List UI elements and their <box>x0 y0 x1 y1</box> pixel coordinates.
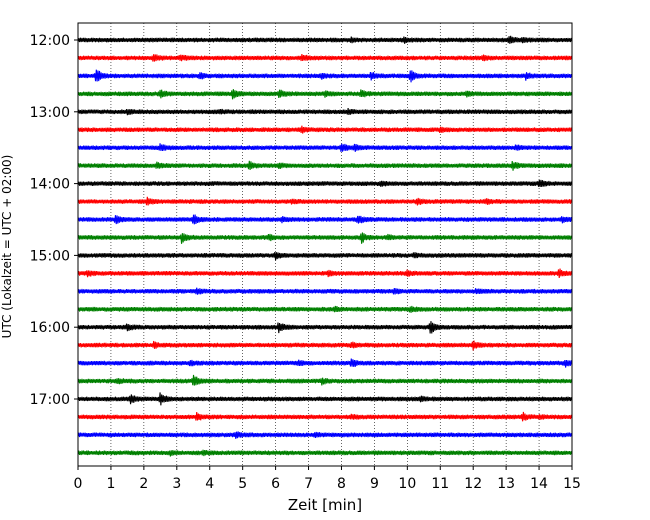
x-tick-label: 13 <box>497 476 515 492</box>
x-tick-label: 12 <box>464 476 482 492</box>
seismic-trace-1330 <box>77 143 573 152</box>
x-gridlines <box>110 23 540 466</box>
seismic-trace-1615 <box>77 340 573 351</box>
x-tick-label: 8 <box>337 476 346 492</box>
y-tick-label: 12:00 <box>30 33 70 49</box>
seismic-trace-1200 <box>77 35 573 44</box>
seismic-trace-1730 <box>77 431 573 439</box>
seismic-trace-1500 <box>77 252 573 261</box>
x-tick-label: 11 <box>431 476 449 492</box>
plot-frame <box>77 22 573 467</box>
x-axis-ticks: 0 1 2 3 4 5 6 7 8 9 10 11 12 13 14 15 <box>74 466 581 492</box>
seismic-trace-1530 <box>77 287 573 295</box>
x-tick-label: 4 <box>205 476 214 492</box>
seismic-trace-1545 <box>77 305 573 313</box>
seismic-trace-1745 <box>77 449 573 457</box>
x-tick-label: 10 <box>398 476 416 492</box>
seismic-traces <box>77 35 573 457</box>
seismic-trace-1400 <box>77 179 573 188</box>
x-tick-label: 1 <box>106 476 115 492</box>
y-tick-label: 14:00 <box>30 177 70 193</box>
x-tick-label: 6 <box>271 476 280 492</box>
x-tick-label: 0 <box>74 476 83 492</box>
seismic-trace-1245 <box>77 89 573 100</box>
x-tick-label: 2 <box>139 476 148 492</box>
x-axis-label: Zeit [min] <box>288 496 362 514</box>
x-tick-label: 9 <box>370 476 379 492</box>
y-tick-label: 17:00 <box>30 392 70 408</box>
seismic-trace-1230 <box>77 69 573 83</box>
seismic-trace-1215 <box>77 54 573 62</box>
seismic-trace-1315 <box>77 125 573 134</box>
seismic-trace-1430 <box>77 214 573 225</box>
x-tick-label: 3 <box>172 476 181 492</box>
seismic-trace-1700 <box>77 392 573 406</box>
y-tick-label: 13:00 <box>30 105 70 121</box>
seismic-trace-1515 <box>77 268 573 278</box>
seismic-trace-1630 <box>77 358 573 368</box>
seismic-trace-1600 <box>77 321 573 334</box>
x-tick-label: 7 <box>304 476 313 492</box>
y-axis-ticks: 12:00 13:00 14:00 15:00 16:00 17:00 <box>30 33 78 408</box>
seismic-trace-1300 <box>77 108 573 116</box>
seismic-trace-1715 <box>77 411 573 422</box>
y-tick-label: 16:00 <box>30 320 70 336</box>
seismic-trace-1345 <box>77 160 573 171</box>
y-tick-label: 15:00 <box>30 248 70 264</box>
y-axis-label: UTC (Lokalzeit = UTC + 02:00) <box>0 155 14 339</box>
x-tick-label: 15 <box>563 476 581 492</box>
seismic-trace-1645 <box>77 374 573 386</box>
seismic-trace-1415 <box>77 196 573 206</box>
x-tick-label: 5 <box>238 476 247 492</box>
seismic-trace-1445 <box>77 232 573 244</box>
x-tick-label: 14 <box>530 476 548 492</box>
